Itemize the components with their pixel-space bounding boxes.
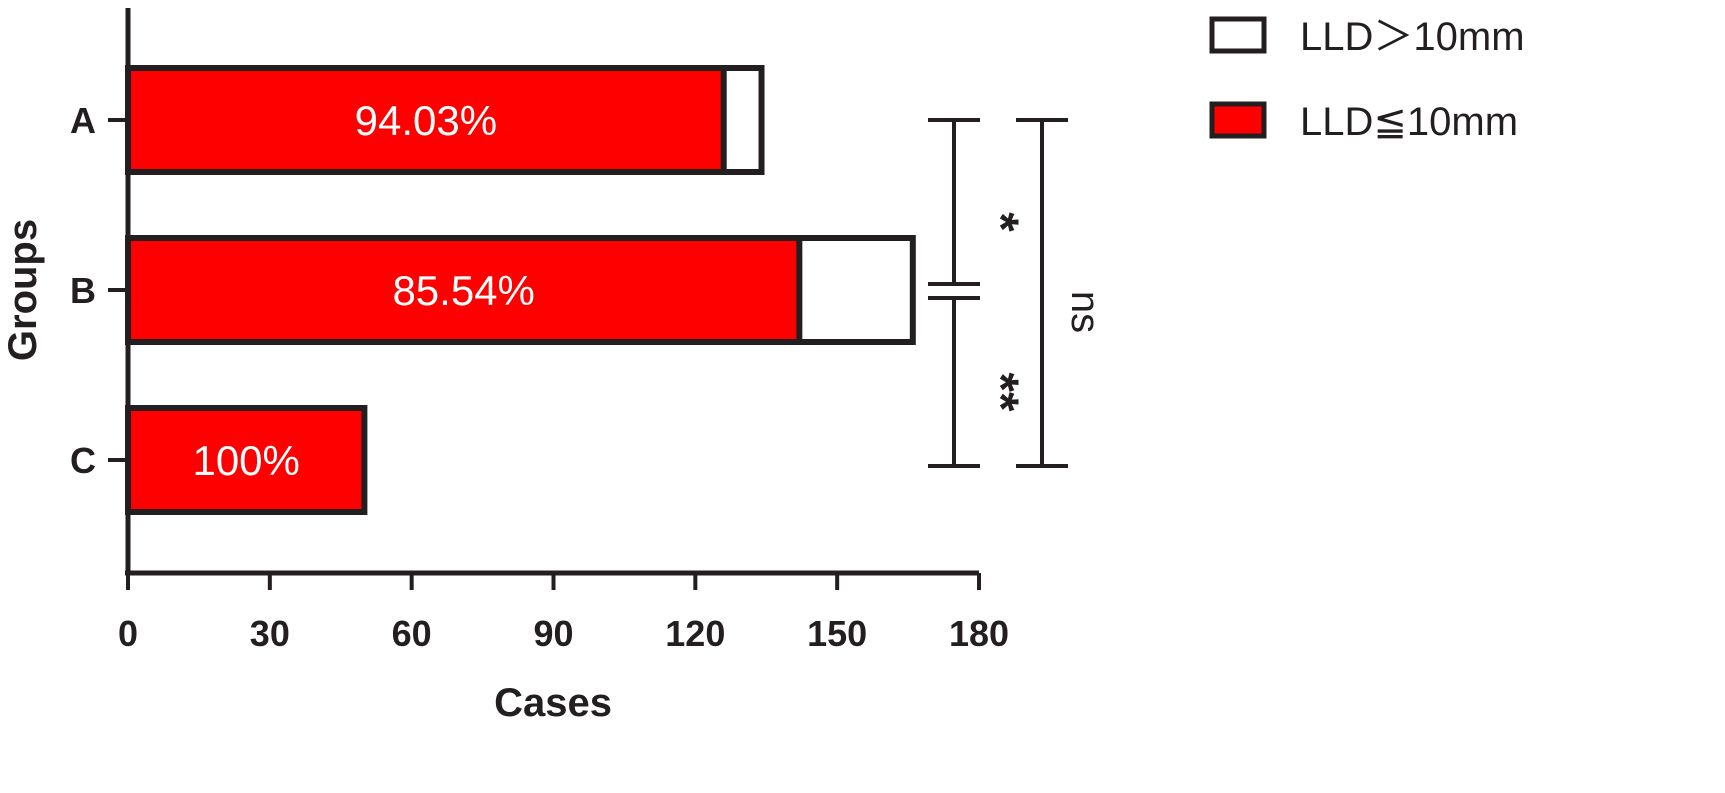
bar-a-le10 — [128, 68, 724, 172]
x-tick-label: 90 — [533, 613, 573, 654]
significance-brackets: * ** ns — [928, 118, 1107, 468]
x-tick-label: 120 — [665, 613, 725, 654]
bar-a-percent-label: 94.03% — [355, 97, 497, 144]
legend-label-gt10: LLD＞10mm — [1300, 15, 1525, 59]
legend-label-le10: LLD≦10mm — [1300, 100, 1518, 144]
bar-b-le10 — [128, 238, 800, 342]
legend-swatch-le10 — [1209, 101, 1267, 139]
bar-c-le10 — [128, 408, 365, 512]
y-ticks-group: A B C — [70, 100, 128, 481]
x-tick-label: 60 — [392, 613, 432, 654]
bar-c-percent-label: 100% — [192, 437, 299, 484]
legend: LLD＞10mm LLD≦10mm — [1209, 15, 1525, 144]
y-axis-title: Groups — [1, 219, 45, 361]
bracket-ab-label: * — [973, 212, 1029, 232]
x-tick-label: 30 — [250, 613, 290, 654]
y-tick-label: B — [70, 270, 96, 311]
bar-a-gt10 — [723, 68, 762, 172]
legend-swatch-gt10 — [1209, 16, 1267, 54]
x-tick-label: 150 — [807, 613, 867, 654]
bracket-bc-label: ** — [973, 373, 1029, 412]
y-tick-label: A — [70, 100, 96, 141]
bracket-ac-label: ns — [1063, 291, 1107, 333]
x-tick-label: 0 — [118, 613, 138, 654]
x-tick-label: 180 — [949, 613, 1009, 654]
x-ticks-group: 0 30 60 90 120 150 180 — [118, 573, 1009, 654]
bar-b-percent-label: 85.54% — [392, 267, 534, 314]
bar-b-gt10 — [799, 238, 913, 342]
bars-group: 94.03% 85.54% 100% — [125, 65, 916, 515]
y-tick-label: C — [70, 440, 96, 481]
x-axis-title: Cases — [494, 681, 612, 725]
